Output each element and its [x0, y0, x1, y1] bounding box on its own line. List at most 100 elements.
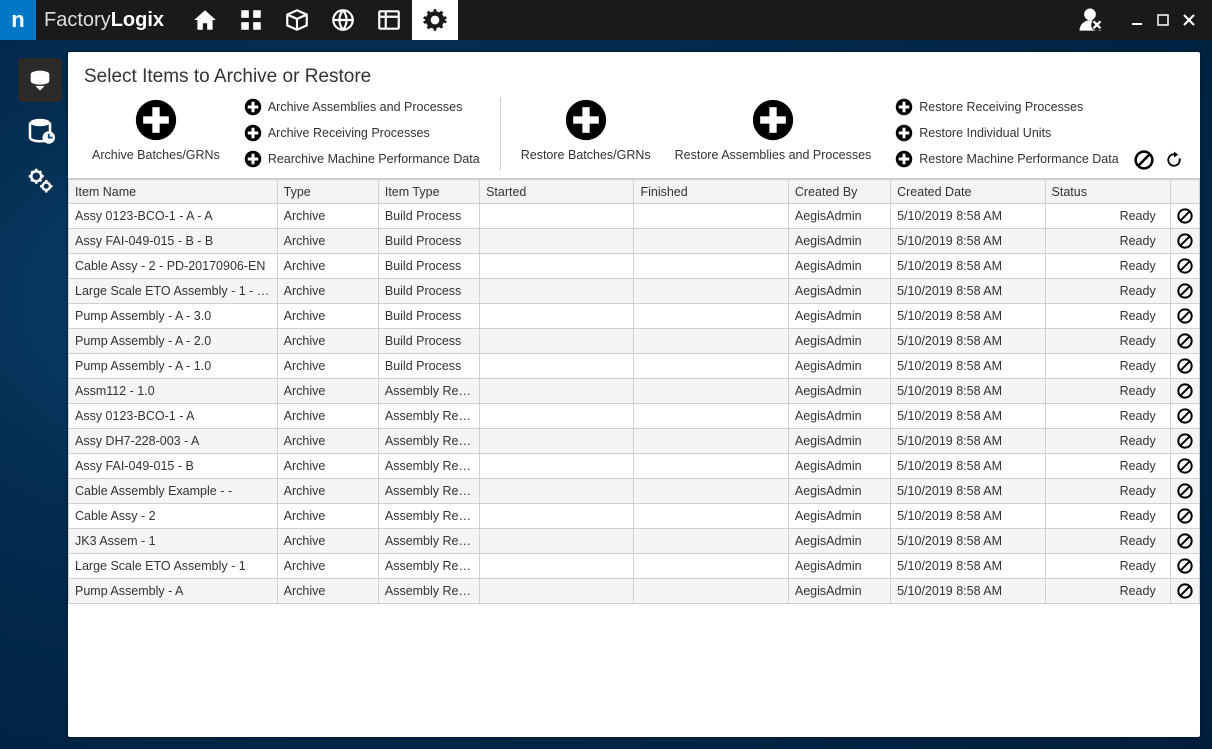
block-icon[interactable] — [1177, 533, 1193, 549]
row-action-cell[interactable] — [1170, 454, 1199, 479]
table-row[interactable]: JK3 Assem - 1ArchiveAssembly RevisioAegi… — [69, 529, 1200, 554]
block-icon[interactable] — [1177, 333, 1193, 349]
row-action-cell[interactable] — [1170, 204, 1199, 229]
row-action-cell[interactable] — [1170, 279, 1199, 304]
nav-home-icon[interactable] — [182, 0, 228, 40]
panel-title: Select Items to Archive or Restore — [68, 52, 1200, 98]
block-icon[interactable] — [1177, 283, 1193, 299]
nav-box-icon[interactable] — [274, 0, 320, 40]
row-action-cell[interactable] — [1170, 304, 1199, 329]
table-row[interactable]: Assy FAI-049-015 - B - BArchiveBuild Pro… — [69, 229, 1200, 254]
table-row[interactable]: Assm112 - 1.0ArchiveAssembly RevisioAegi… — [69, 379, 1200, 404]
cell: Ready — [1045, 504, 1170, 529]
archive-receiving-button[interactable]: Archive Receiving Processes — [244, 124, 480, 142]
cell: Ready — [1045, 229, 1170, 254]
row-action-cell[interactable] — [1170, 504, 1199, 529]
block-icon[interactable] — [1177, 583, 1193, 599]
column-header[interactable]: Started — [480, 180, 634, 204]
block-icon[interactable] — [1177, 558, 1193, 574]
block-icon[interactable] — [1177, 308, 1193, 324]
row-action-cell[interactable] — [1170, 579, 1199, 604]
archive-batches-button[interactable]: Archive Batches/GRNs — [80, 98, 232, 162]
column-header[interactable]: Item Type — [378, 180, 479, 204]
cell: AegisAdmin — [788, 454, 890, 479]
table-row[interactable]: Cable Assembly Example - -ArchiveAssembl… — [69, 479, 1200, 504]
table-row[interactable]: Assy DH7-228-003 - AArchiveAssembly Revi… — [69, 429, 1200, 454]
user-icon[interactable] — [1076, 5, 1104, 36]
cell — [480, 554, 634, 579]
row-action-cell[interactable] — [1170, 529, 1199, 554]
cell: Assembly Revisio — [378, 429, 479, 454]
cell — [480, 504, 634, 529]
restore-receiving-button[interactable]: Restore Receiving Processes — [895, 98, 1118, 116]
logo: n — [0, 0, 36, 40]
column-header[interactable] — [1170, 180, 1199, 204]
cell: Archive — [277, 279, 378, 304]
restore-batches-button[interactable]: Restore Batches/GRNs — [509, 98, 663, 162]
table-row[interactable]: Large Scale ETO Assembly - 1 - PD...Arch… — [69, 279, 1200, 304]
rail-archive-icon[interactable] — [18, 58, 62, 102]
column-header[interactable]: Type — [277, 180, 378, 204]
column-header[interactable]: Item Name — [69, 180, 278, 204]
cell: Archive — [277, 429, 378, 454]
block-icon[interactable] — [1177, 433, 1193, 449]
row-action-cell[interactable] — [1170, 229, 1199, 254]
table-row[interactable]: Assy 0123-BCO-1 - A - AArchiveBuild Proc… — [69, 204, 1200, 229]
table-row[interactable]: Pump Assembly - A - 3.0ArchiveBuild Proc… — [69, 304, 1200, 329]
rail-gears-icon[interactable] — [18, 158, 62, 202]
cell — [480, 304, 634, 329]
row-action-cell[interactable] — [1170, 354, 1199, 379]
table-row[interactable]: Large Scale ETO Assembly - 1ArchiveAssem… — [69, 554, 1200, 579]
row-action-cell[interactable] — [1170, 404, 1199, 429]
row-action-cell[interactable] — [1170, 479, 1199, 504]
table-row[interactable]: Assy 0123-BCO-1 - AArchiveAssembly Revis… — [69, 404, 1200, 429]
minimize-button[interactable] — [1126, 9, 1148, 31]
restore-individual-button[interactable]: Restore Individual Units — [895, 124, 1118, 142]
cell: Ready — [1045, 204, 1170, 229]
block-icon[interactable] — [1177, 408, 1193, 424]
restore-machine-button[interactable]: Restore Machine Performance Data — [895, 150, 1118, 168]
column-header[interactable]: Created Date — [891, 180, 1045, 204]
cancel-icon[interactable] — [1134, 150, 1154, 170]
row-action-cell[interactable] — [1170, 379, 1199, 404]
table-row[interactable]: Pump Assembly - A - 2.0ArchiveBuild Proc… — [69, 329, 1200, 354]
block-icon[interactable] — [1177, 358, 1193, 374]
table-row[interactable]: Cable Assy - 2 - PD-20170906-ENArchiveBu… — [69, 254, 1200, 279]
archive-assemblies-button[interactable]: Archive Assemblies and Processes — [244, 98, 480, 116]
block-icon[interactable] — [1177, 208, 1193, 224]
table-row[interactable]: Pump Assembly - AArchiveAssembly Revisio… — [69, 579, 1200, 604]
nav-globe-icon[interactable] — [320, 0, 366, 40]
row-action-cell[interactable] — [1170, 329, 1199, 354]
table-row[interactable]: Assy FAI-049-015 - BArchiveAssembly Revi… — [69, 454, 1200, 479]
block-icon[interactable] — [1177, 233, 1193, 249]
cell: Ready — [1045, 279, 1170, 304]
close-button[interactable] — [1178, 9, 1200, 31]
row-action-cell[interactable] — [1170, 254, 1199, 279]
table-row[interactable]: Cable Assy - 2ArchiveAssembly RevisioAeg… — [69, 504, 1200, 529]
table-row[interactable]: Pump Assembly - A - 1.0ArchiveBuild Proc… — [69, 354, 1200, 379]
block-icon[interactable] — [1177, 508, 1193, 524]
rail-database-icon[interactable] — [18, 108, 62, 152]
block-icon[interactable] — [1177, 383, 1193, 399]
column-header[interactable]: Finished — [634, 180, 788, 204]
cell: Archive — [277, 404, 378, 429]
archive-batches-label: Archive Batches/GRNs — [92, 148, 220, 162]
restore-assemblies-button[interactable]: Restore Assemblies and Processes — [663, 98, 884, 162]
cell — [634, 379, 788, 404]
row-action-cell[interactable] — [1170, 429, 1199, 454]
cell: Assembly Revisio — [378, 404, 479, 429]
block-icon[interactable] — [1177, 483, 1193, 499]
column-header[interactable]: Created By — [788, 180, 890, 204]
column-header[interactable]: Status — [1045, 180, 1170, 204]
row-action-cell[interactable] — [1170, 554, 1199, 579]
block-icon[interactable] — [1177, 458, 1193, 474]
maximize-button[interactable] — [1152, 9, 1174, 31]
nav-grid-icon[interactable] — [228, 0, 274, 40]
nav-settings-icon[interactable] — [412, 0, 458, 40]
rearchive-machine-button[interactable]: Rearchive Machine Performance Data — [244, 150, 480, 168]
block-icon[interactable] — [1177, 258, 1193, 274]
refresh-icon[interactable] — [1164, 150, 1184, 170]
cell: 5/10/2019 8:58 AM — [891, 429, 1045, 454]
nav-window-icon[interactable] — [366, 0, 412, 40]
cell: AegisAdmin — [788, 479, 890, 504]
